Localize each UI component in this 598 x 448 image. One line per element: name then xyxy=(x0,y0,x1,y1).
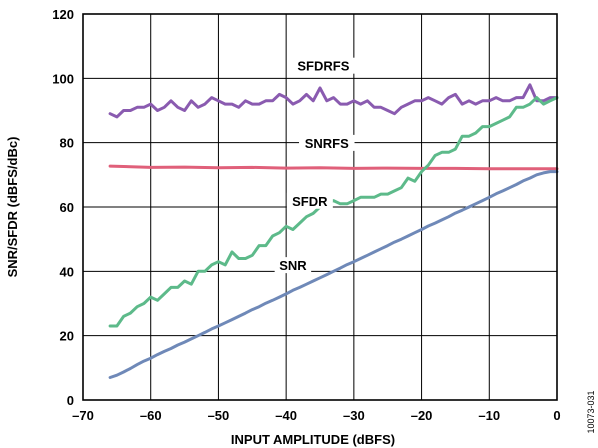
series-line-sfdrfs xyxy=(108,83,559,119)
x-tick-label: –40 xyxy=(275,408,297,423)
series-labels: SFDRFS SNRFS SFDR SNR xyxy=(274,57,356,274)
y-tick-label: 0 xyxy=(67,393,74,408)
figure-id: 10073-031 xyxy=(586,390,596,433)
y-tick-label: 120 xyxy=(52,7,74,22)
series-line-sfdr xyxy=(108,96,559,328)
y-axis-label: SNR/SFDR (dBFS/dBc) xyxy=(5,137,20,278)
plot-frame xyxy=(82,13,558,401)
y-tick-label: 80 xyxy=(60,136,74,151)
series-lines xyxy=(108,83,559,379)
series-line-snrfs xyxy=(108,164,559,171)
series-line-snr xyxy=(108,170,559,379)
y-tick-labels: 0 20 40 60 80 100 120 xyxy=(52,7,74,408)
series-label-sfdrfs: SFDRFS xyxy=(297,59,349,74)
series-label-snr: SNR xyxy=(279,258,307,273)
x-tick-label: 0 xyxy=(553,408,560,423)
x-axis-label: INPUT AMPLITUDE (dBFS) xyxy=(231,432,395,447)
y-tick-label: 60 xyxy=(60,200,74,215)
x-tick-label: –50 xyxy=(208,408,230,423)
series-label-snrfs: SNRFS xyxy=(305,136,349,151)
y-tick-label: 40 xyxy=(60,264,74,279)
series-label-background xyxy=(290,57,356,74)
series-label-background xyxy=(286,192,333,209)
y-tick-label: 100 xyxy=(52,71,74,86)
x-tick-label: –70 xyxy=(72,408,94,423)
series-label-background xyxy=(274,257,312,274)
y-tick-label: 20 xyxy=(60,329,74,344)
x-tick-label: –30 xyxy=(343,408,365,423)
x-tick-label: –60 xyxy=(140,408,162,423)
series-label-sfdr: SFDR xyxy=(292,194,328,209)
x-tick-label: –20 xyxy=(411,408,433,423)
x-tick-labels: –70 –60 –50 –40 –30 –20 –10 0 xyxy=(72,408,560,423)
x-tick-label: –10 xyxy=(478,408,500,423)
series-label-background xyxy=(299,134,355,151)
